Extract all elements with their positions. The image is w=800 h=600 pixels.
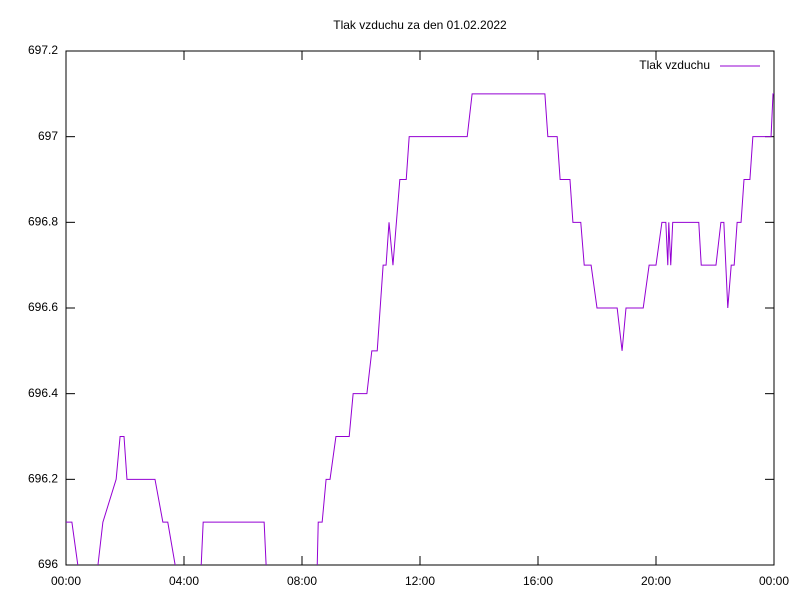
x-tick-label: 12:00 [405,574,435,588]
legend-label: Tlak vzduchu [639,58,710,72]
data-line [66,93,774,565]
y-tick-label: 697.2 [28,43,58,57]
x-tick-label: 00:00 [759,574,789,588]
x-tick-label: 20:00 [641,574,671,588]
y-tick-label: 696 [38,557,58,571]
y-tick-label: 697 [38,129,58,143]
x-tick-label: 08:00 [287,574,317,588]
x-tick-label: 16:00 [523,574,553,588]
y-tick-label: 696.4 [28,386,58,400]
plot-area [66,93,774,565]
y-tick-label: 696.6 [28,300,58,314]
x-tick-label: 04:00 [169,574,199,588]
plot-border [65,50,775,566]
y-tick-label: 696.2 [28,472,58,486]
chart-title: Tlak vzduchu za den 01.02.2022 [333,18,507,32]
x-tick-label: 00:00 [51,574,81,588]
y-tick-label: 696.8 [28,215,58,229]
